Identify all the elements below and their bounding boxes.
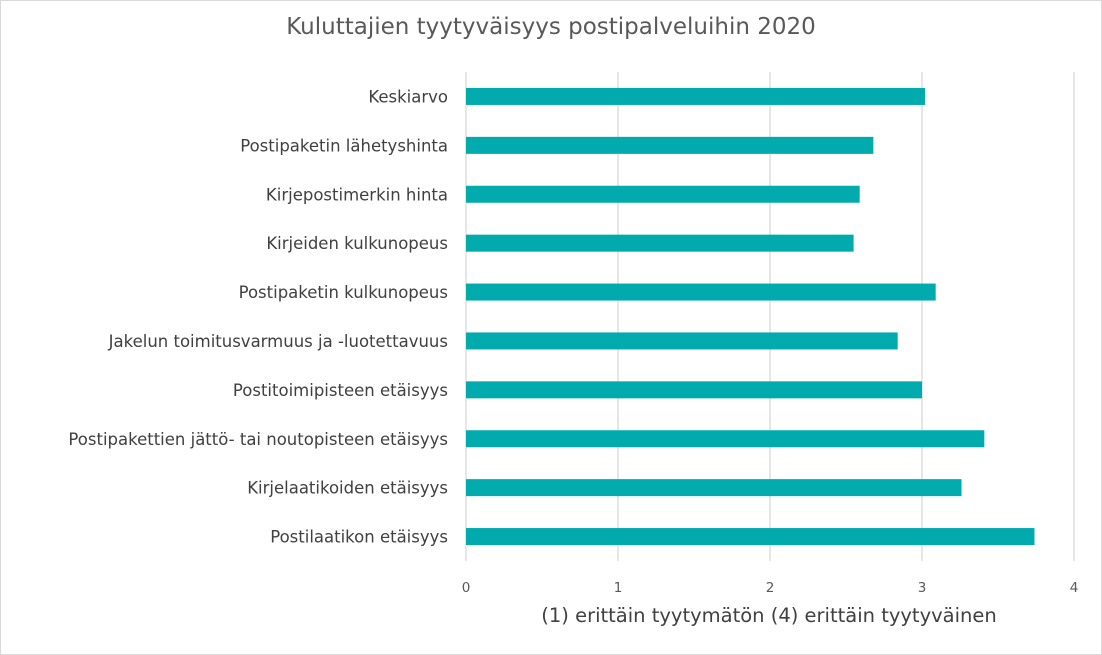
chart-title: Kuluttajien tyytyväisyys postipalveluihi… [286, 14, 816, 40]
x-tick-label: 0 [462, 580, 471, 596]
category-label: Postipaketin kulkunopeus [239, 283, 448, 302]
bar [466, 381, 922, 399]
category-label: Kirjelaatikoiden etäisyys [247, 479, 448, 498]
bars [466, 87, 1035, 546]
x-tick-label: 2 [766, 580, 775, 596]
category-labels: Keskiarvo Postipaketin lähetyshinta Kirjep… [68, 87, 448, 546]
tick-labels: 0 1 2 3 4 [462, 580, 1079, 596]
bar [466, 332, 898, 350]
category-label: Postilaatikon etäisyys [270, 528, 448, 547]
category-label: Keskiarvo [368, 87, 448, 106]
x-tick-label: 4 [1070, 580, 1079, 596]
bar [466, 234, 854, 252]
bar [466, 87, 926, 105]
category-label: Postipakettien jättö- tai noutopisteen e… [68, 430, 448, 449]
category-label: Kirjepostimerkin hinta [266, 185, 448, 204]
x-tick-label: 1 [614, 580, 623, 596]
category-label: Postipaketin lähetyshinta [240, 136, 448, 155]
bar [466, 136, 874, 154]
bar [466, 283, 936, 301]
category-label: Jakelun toimitusvarmuus ja -luotettavuus [108, 332, 448, 351]
bar [466, 528, 1035, 546]
bar [466, 430, 985, 448]
bar [466, 479, 962, 497]
x-tick-label: 3 [918, 580, 927, 596]
category-label: Kirjeiden kulkunopeus [266, 234, 448, 253]
bar [466, 185, 860, 203]
x-axis-title: (1) erittäin tyytymätön (4) erittäin tyy… [541, 604, 996, 627]
category-label: Postitoimipisteen etäisyys [233, 381, 448, 400]
